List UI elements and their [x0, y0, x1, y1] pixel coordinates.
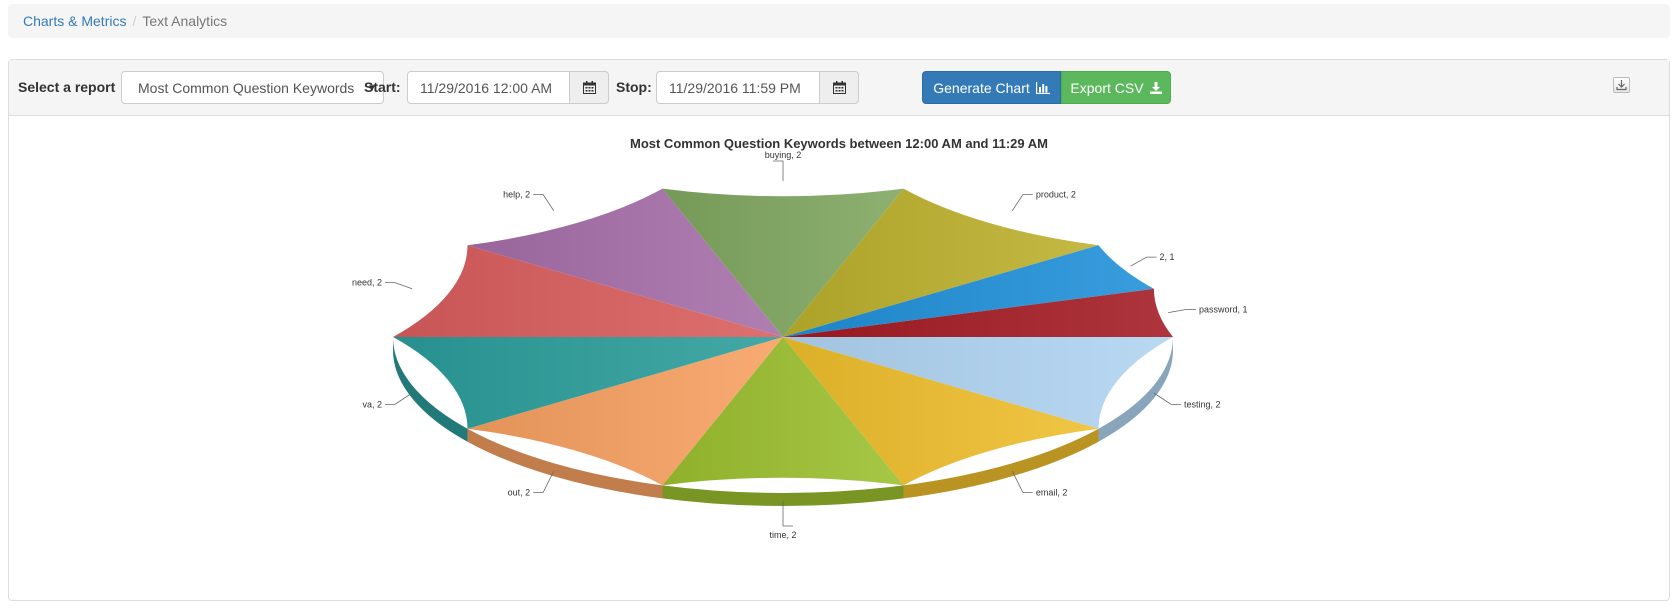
pie-label-buying: buying, 2 — [765, 150, 802, 160]
export-csv-button[interactable]: Export CSV — [1061, 71, 1171, 104]
pie-label-email: email, 2 — [1036, 487, 1068, 497]
bar-chart-icon — [1035, 81, 1050, 94]
pie-slice-side-email — [903, 428, 1099, 499]
pie-label-product: product, 2 — [1036, 190, 1076, 200]
breadcrumb-link-charts-metrics[interactable]: Charts & Metrics — [23, 13, 127, 29]
pie-slice-out[interactable] — [467, 337, 783, 486]
chart-export-icon — [1616, 80, 1627, 91]
pie-slice-side-out — [467, 428, 663, 499]
pie-slice-side-va — [393, 337, 468, 442]
stop-label: Stop: — [616, 79, 652, 95]
pie-label-connector — [384, 282, 413, 290]
pie-chart: Most Common Question Keywords between 12… — [352, 136, 1248, 540]
pie-label-connector — [782, 500, 793, 527]
chart-export-button[interactable] — [1613, 77, 1630, 93]
pie-slice-password[interactable] — [783, 288, 1173, 337]
pie-label-time: time, 2 — [769, 530, 796, 540]
pie-label-help: help, 2 — [503, 190, 530, 200]
caret-down-icon: ▼ — [367, 83, 377, 94]
stop-date-value: 11/29/2016 11:59 PM — [669, 79, 801, 96]
pie-label-connector — [773, 160, 784, 181]
pie-slice-help[interactable] — [467, 188, 783, 337]
pie-slice-email[interactable] — [783, 337, 1099, 486]
report-toolbar: Select a report Most Common Question Key… — [9, 60, 1669, 116]
pie-label-va: va, 2 — [362, 399, 382, 409]
pie-slice-time[interactable] — [662, 337, 904, 486]
pie-label-connector — [384, 392, 413, 405]
stop-calendar-button[interactable] — [820, 71, 859, 104]
breadcrumb-current: Text Analytics — [142, 13, 228, 29]
pie-label-password: password, 1 — [1199, 304, 1248, 314]
pie-slice-2[interactable] — [783, 245, 1154, 337]
generate-chart-button[interactable]: Generate Chart — [922, 71, 1061, 104]
start-date-input[interactable]: 11/29/2016 12:00 AM — [407, 71, 570, 104]
chart-title: Most Common Question Keywords between 12… — [630, 136, 1048, 151]
pie-label-testing: testing, 2 — [1184, 399, 1221, 409]
pie-label-connector — [1168, 309, 1196, 313]
breadcrumb: Charts & Metrics / Text Analytics — [8, 4, 1670, 38]
pie-label-connector — [1153, 392, 1182, 405]
pie-label-connector — [1011, 194, 1033, 212]
pie-slice-side-testing — [1098, 337, 1174, 442]
start-label: Start: — [364, 79, 401, 95]
pie-label-out: out, 2 — [508, 487, 531, 497]
calendar-icon — [582, 81, 596, 94]
report-panel: Select a report Most Common Question Key… — [8, 59, 1670, 601]
start-date-value: 11/29/2016 12:00 AM — [420, 79, 553, 96]
pie-label-connector — [1130, 256, 1157, 267]
stop-date-input[interactable]: 11/29/2016 11:59 PM — [656, 71, 820, 104]
report-select-value: Most Common Question Keywords — [138, 79, 355, 96]
export-csv-label: Export CSV — [1070, 79, 1144, 96]
chart-area: Most Common Question Keywords between 12… — [9, 116, 1669, 600]
pie-label-2: 2, 1 — [1160, 252, 1175, 262]
pie-slice-buying[interactable] — [662, 188, 904, 337]
pie-label-need: need, 2 — [352, 278, 382, 288]
pie-label-connector — [1011, 470, 1033, 493]
pie-label-connector — [533, 470, 555, 493]
start-calendar-button[interactable] — [570, 71, 609, 104]
pie-slice-side-time — [662, 485, 904, 506]
report-select[interactable]: Most Common Question Keywords ▼ — [121, 71, 384, 104]
pie-slice-product[interactable] — [783, 188, 1099, 337]
breadcrumb-separator: / — [132, 13, 137, 29]
pie-slice-need[interactable] — [393, 245, 783, 337]
calendar-icon — [832, 81, 846, 94]
pie-slice-testing[interactable] — [783, 337, 1173, 429]
generate-chart-label: Generate Chart — [933, 79, 1030, 96]
pie-slice-va[interactable] — [393, 337, 783, 429]
report-select-label: Select a report — [18, 79, 116, 95]
pie-label-connector — [533, 194, 555, 212]
download-icon — [1149, 81, 1162, 94]
